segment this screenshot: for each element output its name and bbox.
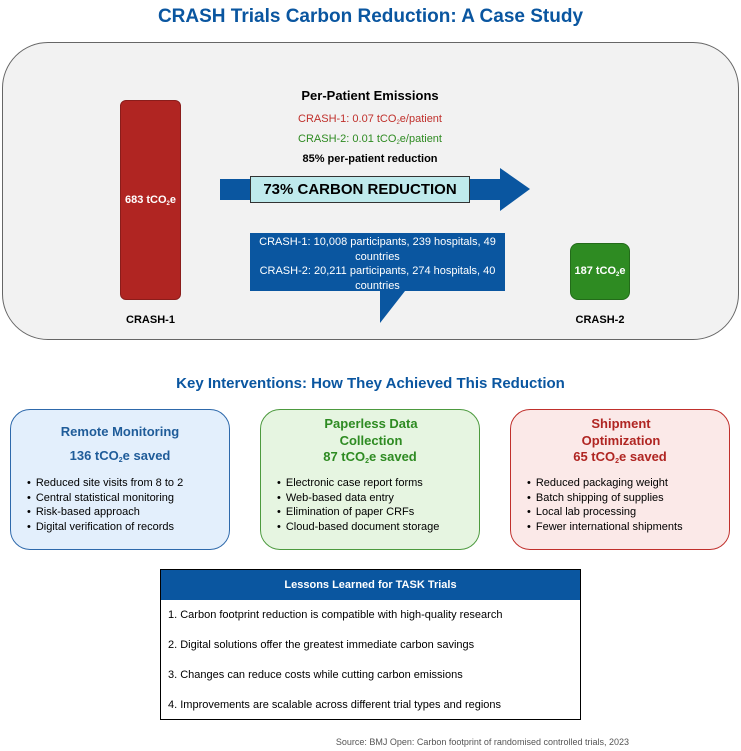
list-item: Central statistical monitoring [27, 491, 183, 506]
card-list: Reduced site visits from 8 to 2 Central … [27, 476, 183, 534]
card-saved: 136 tCO2e saved [69, 448, 171, 464]
crash1-label: CRASH-1 [126, 314, 175, 326]
list-item: Cloud-based document storage [277, 520, 439, 535]
page-title: CRASH Trials Carbon Reduction: A Case St… [157, 6, 584, 27]
list-item: Risk-based approach [27, 505, 183, 520]
card-list: Electronic case report forms Web-based d… [277, 476, 439, 534]
lessons-heading: Lessons Learned for TASK Trials [161, 570, 580, 600]
participants-callout-text: CRASH-1: 10,008 participants, 239 hospit… [250, 235, 505, 293]
card-saved: 65 tCO2e saved [573, 449, 667, 465]
list-item: Digital verification of records [27, 520, 183, 535]
lesson-item: 3. Changes can reduce costs while cuttin… [168, 669, 463, 681]
card-paperless-data-collection: Paperless Data Collection 87 tCO2e saved… [260, 409, 480, 550]
card-title: Shipment Optimization [581, 416, 661, 448]
crash1-bar: 683 tCO2e [120, 100, 181, 300]
lesson-item: 2. Digital solutions offer the greatest … [168, 639, 475, 651]
list-item: Reduced site visits from 8 to 2 [27, 476, 183, 491]
list-item: Web-based data entry [277, 491, 439, 506]
card-title: Remote Monitoring [60, 424, 180, 439]
per-patient-crash2: CRASH-2: 0.01 tCO2e/patient [298, 133, 442, 146]
lesson-item: 1. Carbon footprint reduction is compati… [168, 609, 503, 621]
lesson-item: 4. Improvements are scalable across diff… [168, 699, 502, 711]
crash1-value: 683 tCO2e [124, 193, 177, 207]
per-patient-reduction: 85% per-patient reduction [302, 153, 438, 165]
list-item: Electronic case report forms [277, 476, 439, 491]
list-item: Elimination of paper CRFs [277, 505, 439, 520]
crash2-bar: 187 tCO2e [570, 243, 630, 300]
interventions-heading: Key Interventions: How They Achieved Thi… [176, 375, 565, 392]
card-list: Reduced packaging weight Batch shipping … [527, 476, 683, 534]
card-shipment-optimization: Shipment Optimization 65 tCO2e saved Red… [510, 409, 730, 550]
lessons-box: Lessons Learned for TASK Trials 1. Carbo… [160, 569, 581, 720]
source-note: Source: BMJ Open: Carbon footprint of ra… [335, 737, 629, 747]
per-patient-crash1: CRASH-1: 0.07 tCO2e/patient [298, 113, 442, 126]
card-title: Paperless Data Collection [324, 416, 418, 448]
list-item: Batch shipping of supplies [527, 491, 683, 506]
card-saved: 87 tCO2e saved [323, 449, 417, 465]
list-item: Fewer international shipments [527, 520, 683, 535]
reduction-label: 73% CARBON REDUCTION [250, 176, 470, 203]
card-remote-monitoring: Remote Monitoring 136 tCO2e saved Reduce… [10, 409, 230, 550]
participants-callout [250, 233, 505, 323]
callout-line-crash2: CRASH-2: 20,211 participants, 274 hospit… [259, 265, 496, 292]
crash2-label: CRASH-2 [575, 314, 625, 326]
list-item: Reduced packaging weight [527, 476, 683, 491]
per-patient-title: Per-Patient Emissions [301, 88, 439, 103]
list-item: Local lab processing [527, 505, 683, 520]
crash2-value: 187 tCO2e [574, 265, 626, 278]
callout-line-crash1: CRASH-1: 10,008 participants, 239 hospit… [259, 236, 496, 263]
